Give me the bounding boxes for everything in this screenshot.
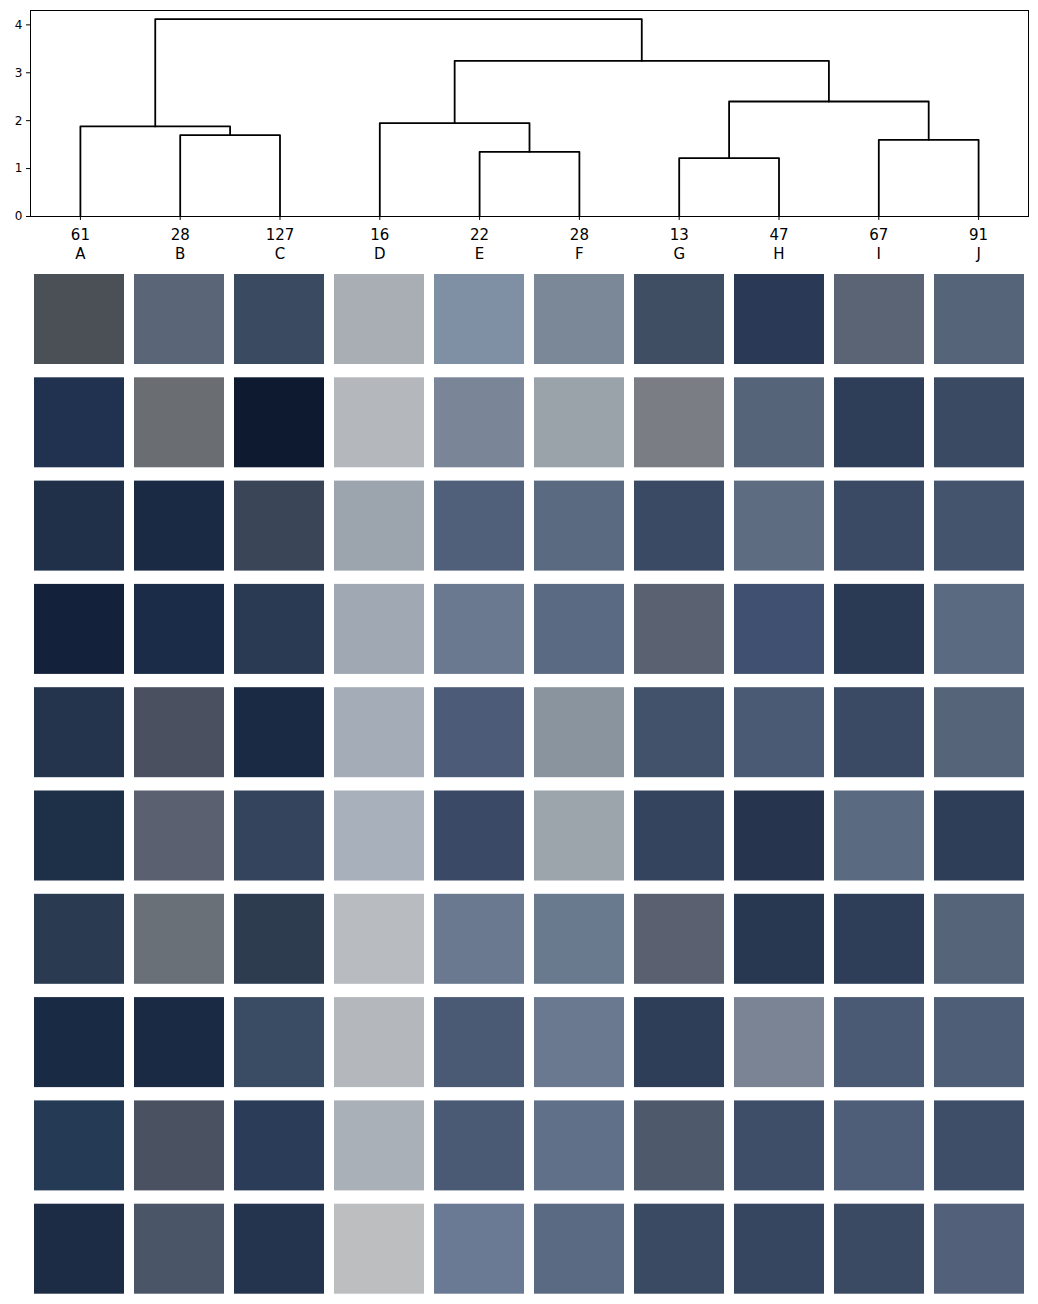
svg-text:47H: 47H [769, 226, 788, 263]
svg-text:28F: 28F [570, 226, 589, 263]
svg-text:67I: 67I [869, 226, 888, 263]
svg-text:91J: 91J [969, 226, 988, 263]
svg-text:22E: 22E [470, 226, 489, 263]
svg-text:13G: 13G [670, 226, 689, 263]
svg-text:127C: 127C [266, 226, 295, 263]
svg-text:28B: 28B [171, 226, 190, 263]
svg-text:3: 3 [15, 66, 23, 80]
svg-text:16D: 16D [370, 226, 389, 263]
svg-text:2: 2 [15, 114, 23, 128]
svg-text:4: 4 [15, 18, 23, 32]
svg-text:61A: 61A [71, 226, 90, 263]
svg-text:0: 0 [15, 209, 23, 223]
svg-text:1: 1 [15, 161, 23, 175]
